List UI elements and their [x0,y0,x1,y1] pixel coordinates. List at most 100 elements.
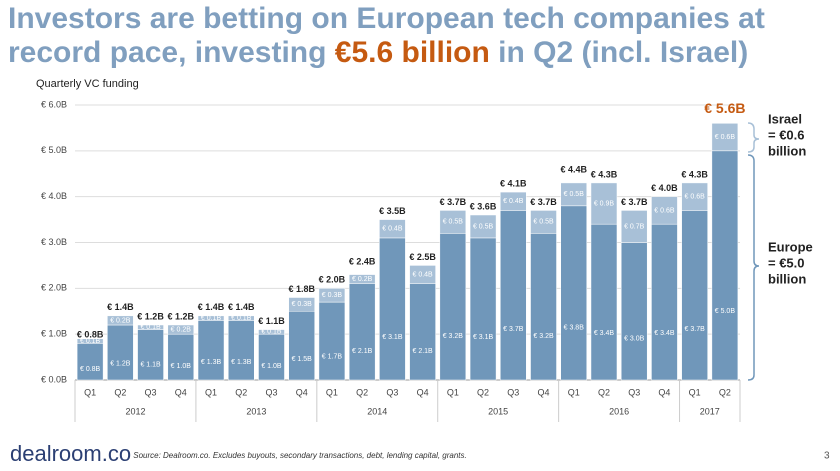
segment-label: € 0.1B [201,315,222,322]
bar-segment [107,324,134,381]
segment-label: € 1.3B [231,359,252,366]
annotation: = €0.6 [768,127,805,142]
total-label: € 4.3B [681,169,708,179]
segment-label: € 0.2B [352,276,373,283]
segment-label: € 3.2B [443,333,464,340]
x-tick-label: Q2 [719,387,731,397]
segment-label: € 0.1B [231,315,252,322]
total-label: € 1.2B [137,311,164,321]
year-label: 2016 [609,406,629,416]
y-tick-label: € 1.0B [41,329,67,339]
total-label: € 1.1B [258,316,285,326]
total-label: € 3.6B [470,201,497,211]
annotation: Europe [768,239,813,254]
total-label: € 1.4B [107,302,134,312]
segment-label: € 1.0B [261,363,282,370]
x-tick-label: Q1 [84,387,96,397]
annotation: billion [768,143,806,158]
y-tick-label: € 4.0B [41,191,67,201]
bar-segment [348,274,376,285]
segment-label: € 0.5B [473,223,494,230]
bar-segment [107,315,134,326]
bar-segment [318,301,346,381]
segment-label: € 0.3B [322,292,343,299]
total-label: € 3.7B [440,197,467,207]
x-tick-label: Q1 [326,387,338,397]
segment-label: € 3.2B [533,333,554,340]
bar-segment [651,223,678,381]
segment-label: € 0.2B [110,317,131,324]
y-tick-label: € 2.0B [41,283,67,293]
bar-segment [620,242,648,381]
annotation: billion [768,271,806,286]
total-label: € 3.7B [530,197,557,207]
bar-segment [651,196,678,225]
title-part: in Q2 (incl. Israel) [489,36,749,69]
segment-label: € 0.6B [715,134,736,141]
segment-label: € 0.1B [80,338,101,345]
segment-label: € 0.2B [171,326,192,333]
segment-label: € 2.1B [412,348,433,355]
segment-label: € 0.6B [685,194,706,201]
annotation: Israel [768,111,802,126]
bar-segment [167,333,195,381]
year-label: 2014 [367,406,387,416]
segment-label: € 5.0B [715,308,736,315]
x-tick-label: Q3 [265,387,277,397]
bar-segment [530,210,557,234]
x-tick-label: Q2 [598,387,610,397]
israel-brace [747,122,760,153]
x-tick-label: Q2 [235,387,247,397]
x-tick-label: Q4 [296,387,308,397]
segment-label: € 0.9B [594,200,615,207]
bar-segment [590,182,618,225]
segment-label: € 0.1B [261,329,282,336]
bar-segment [560,182,587,207]
bar-segment [197,320,225,381]
bar-segment [590,223,618,381]
total-label: € 3.5B [379,206,406,216]
x-tick-label: Q4 [175,387,187,397]
bar-segment [711,150,739,381]
segment-label: € 0.4B [503,198,524,205]
segment-label: € 1.1B [140,362,161,369]
x-tick-label: Q2 [356,387,368,397]
bar-segment [530,233,557,381]
total-label: € 4.1B [500,178,527,188]
x-tick-label: Q3 [145,387,157,397]
segment-label: € 2.1B [352,348,373,355]
total-label: € 2.0B [319,275,346,285]
segment-label: € 0.4B [412,271,433,278]
segment-label: € 0.5B [533,219,554,226]
bar-segment [439,210,467,234]
bar-segment [318,288,346,303]
segment-label: € 0.8B [80,366,101,373]
x-tick-label: Q4 [538,387,550,397]
total-label: € 1.4B [228,302,255,312]
segment-label: € 0.6B [654,207,675,214]
segment-label: € 0.5B [443,219,464,226]
total-label: € 0.8B [77,330,104,340]
bar-segment [620,210,648,243]
source: Source: Dealroom.co. Excludes buyouts, s… [133,451,467,460]
bar-segment [500,191,527,211]
bar-segment [379,237,406,381]
total-label: € 2.4B [349,256,376,266]
y-tick-label: € 5.0B [41,145,67,155]
year-label: 2017 [700,406,720,416]
logo: dealroom.co [10,441,131,466]
total-label: € 2.5B [409,252,436,262]
subtitle: Quarterly VC funding [36,78,139,90]
bar-segment [137,324,164,330]
segment-label: € 3.1B [382,334,403,341]
x-tick-label: Q2 [114,387,126,397]
annotation: = €5.0 [768,255,805,270]
segment-label: € 1.0B [171,363,192,370]
bar-segment [379,219,406,239]
bar-segment [76,343,104,381]
total-label: € 4.0B [651,183,678,193]
title-highlight: €5.6 billion [334,36,490,69]
title: Investors are betting on European tech c… [8,2,838,70]
segment-label: € 0.5B [564,191,585,198]
